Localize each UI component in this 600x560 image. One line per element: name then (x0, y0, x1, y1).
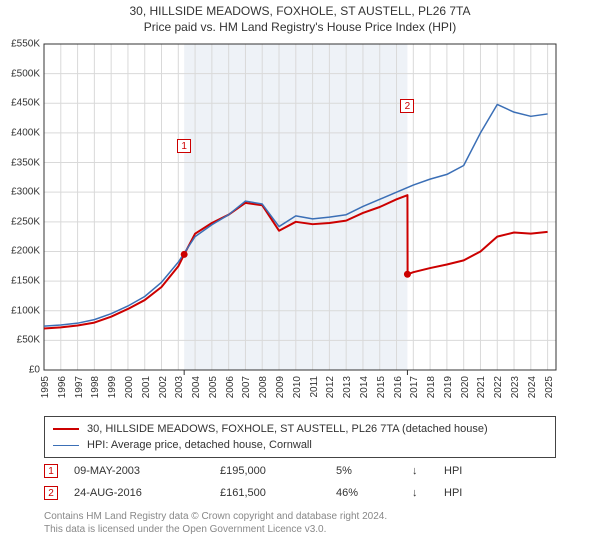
sale-marker-icon: 1 (44, 464, 58, 478)
sale-diff: 5% (336, 465, 396, 477)
chart-title: 30, HILLSIDE MEADOWS, FOXHOLE, ST AUSTEL… (0, 4, 600, 18)
y-tick-label: £450K (0, 98, 40, 109)
sale-diff: 46% (336, 487, 396, 499)
sale-row: 2 24-AUG-2016 £161,500 46% ↓ HPI (44, 482, 556, 504)
x-tick-label: 2013 (342, 376, 353, 398)
event-marker-icon: 2 (400, 99, 414, 113)
down-arrow-icon: ↓ (412, 487, 428, 499)
y-tick-label: £250K (0, 216, 40, 227)
x-tick-label: 2017 (409, 376, 420, 398)
x-tick-label: 2011 (309, 376, 320, 398)
legend-label: 30, HILLSIDE MEADOWS, FOXHOLE, ST AUSTEL… (87, 421, 488, 437)
x-tick-label: 1998 (90, 376, 101, 398)
y-tick-label: £100K (0, 305, 40, 316)
x-tick-label: 2021 (476, 376, 487, 398)
legend-row: 30, HILLSIDE MEADOWS, FOXHOLE, ST AUSTEL… (53, 421, 547, 437)
x-tick-label: 2022 (493, 376, 504, 398)
y-tick-label: £200K (0, 246, 40, 257)
sales-table: 1 09-MAY-2003 £195,000 5% ↓ HPI 2 24-AUG… (44, 460, 556, 504)
sale-date: 09-MAY-2003 (74, 465, 204, 477)
x-tick-label: 2010 (292, 376, 303, 398)
y-tick-label: £400K (0, 127, 40, 138)
x-tick-label: 2015 (376, 376, 387, 398)
y-tick-label: £550K (0, 39, 40, 50)
sale-price: £161,500 (220, 487, 320, 499)
legend-row: HPI: Average price, detached house, Corn… (53, 437, 547, 453)
sale-tag: HPI (444, 487, 462, 499)
x-tick-label: 1999 (107, 376, 118, 398)
y-tick-label: £300K (0, 187, 40, 198)
event-marker-icon: 1 (177, 139, 191, 153)
legend: 30, HILLSIDE MEADOWS, FOXHOLE, ST AUSTEL… (44, 416, 556, 458)
x-tick-label: 2023 (510, 376, 521, 398)
x-tick-label: 1995 (40, 376, 51, 398)
x-tick-label: 1996 (57, 376, 68, 398)
sale-row: 1 09-MAY-2003 £195,000 5% ↓ HPI (44, 460, 556, 482)
legend-swatch (53, 428, 79, 430)
x-tick-label: 2002 (158, 376, 169, 398)
sale-date: 24-AUG-2016 (74, 487, 204, 499)
x-tick-label: 2003 (174, 376, 185, 398)
chart-area: £0 £50K £100K £150K £200K £250K £300K £350K £400… (0, 38, 600, 408)
x-tick-label: 2012 (325, 376, 336, 398)
y-tick-label: £50K (0, 335, 40, 346)
x-tick-label: 2018 (426, 376, 437, 398)
x-tick-label: 2009 (275, 376, 286, 398)
chart-subtitle: Price paid vs. HM Land Registry's House … (0, 20, 600, 34)
x-tick-label: 2000 (124, 376, 135, 398)
y-tick-label: £500K (0, 68, 40, 79)
x-tick-label: 2008 (258, 376, 269, 398)
x-tick-label: 1997 (74, 376, 85, 398)
footer-line: Contains HM Land Registry data © Crown c… (44, 510, 556, 523)
y-tick-label: £0 (0, 365, 40, 376)
legend-label: HPI: Average price, detached house, Corn… (87, 437, 312, 453)
line-chart (0, 38, 600, 408)
x-tick-label: 2005 (208, 376, 219, 398)
y-tick-label: £150K (0, 276, 40, 287)
x-tick-label: 2019 (443, 376, 454, 398)
down-arrow-icon: ↓ (412, 465, 428, 477)
x-tick-label: 2024 (527, 376, 538, 398)
x-tick-label: 2004 (191, 376, 202, 398)
x-tick-label: 2007 (241, 376, 252, 398)
y-tick-label: £350K (0, 157, 40, 168)
x-tick-label: 2020 (460, 376, 471, 398)
x-tick-label: 2001 (141, 376, 152, 398)
sale-tag: HPI (444, 465, 462, 477)
x-tick-label: 2006 (225, 376, 236, 398)
footer-line: This data is licensed under the Open Gov… (44, 523, 556, 536)
sale-marker-icon: 2 (44, 486, 58, 500)
x-tick-label: 2016 (393, 376, 404, 398)
footer-attribution: Contains HM Land Registry data © Crown c… (44, 510, 556, 536)
x-tick-label: 2025 (544, 376, 555, 398)
sale-price: £195,000 (220, 465, 320, 477)
x-tick-label: 2014 (359, 376, 370, 398)
legend-swatch (53, 445, 79, 446)
